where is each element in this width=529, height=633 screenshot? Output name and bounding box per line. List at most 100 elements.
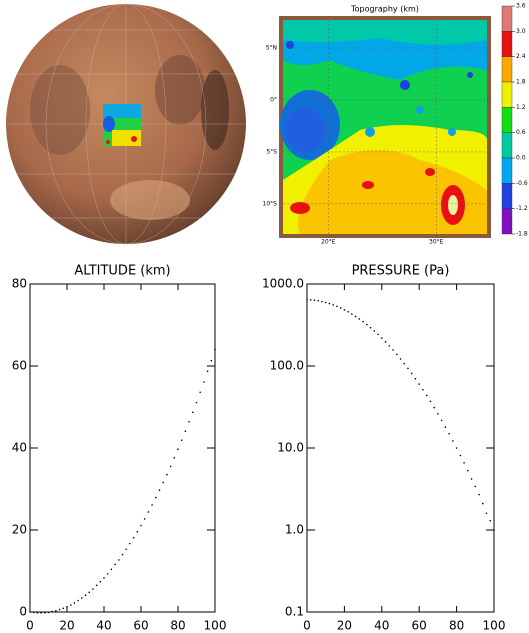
colorbar-swatch [501, 31, 513, 57]
data-point [399, 358, 402, 360]
data-point [410, 372, 413, 375]
data-point [36, 612, 39, 614]
data-point [77, 599, 79, 602]
data-point [40, 612, 42, 614]
data-point [425, 394, 428, 397]
data-point [132, 536, 135, 539]
colorbar-label: 0.0 [516, 155, 526, 162]
colorbar-label: 3.6 [516, 3, 526, 10]
data-point [440, 419, 443, 422]
data-point [463, 461, 465, 464]
data-point [332, 304, 334, 306]
data-point [384, 341, 387, 343]
data-point [62, 607, 65, 610]
data-point [195, 401, 198, 404]
data-point [324, 301, 327, 304]
data-point [369, 326, 372, 329]
data-point [88, 591, 90, 594]
data-point [169, 465, 172, 468]
data-point [51, 610, 53, 613]
data-point [433, 406, 435, 409]
colorbar-label: -1.8 [516, 231, 528, 238]
data-point [158, 489, 161, 492]
data-point [309, 298, 312, 301]
colorbar-label: 2.4 [516, 53, 526, 60]
data-point [474, 485, 477, 488]
plot-frame [29, 283, 216, 613]
data-point [317, 299, 320, 302]
data-point [481, 502, 484, 505]
data-point [478, 493, 480, 496]
colorbar-label: 0.6 [516, 129, 526, 136]
y-tick-label: 10.0 [277, 441, 304, 455]
data-point [84, 594, 87, 596]
data-point [336, 305, 338, 308]
map-title: Topography (km) [350, 5, 419, 14]
data-point [73, 602, 76, 604]
data-point [392, 349, 394, 351]
data-point [381, 337, 383, 339]
data-point [351, 313, 353, 315]
data-point [403, 362, 406, 365]
colorbar-label: -0.6 [516, 180, 528, 187]
data-point [429, 400, 432, 403]
y-tick-label: 20 [12, 523, 27, 537]
data-point [493, 529, 495, 531]
chart-title: ALTITUDE (km) [74, 264, 170, 279]
data-point [444, 426, 447, 428]
data-point [358, 318, 361, 320]
data-point [321, 300, 323, 303]
y-tick-label: 0° [270, 96, 277, 103]
x-tick-label: 20 [337, 619, 352, 633]
x-tick-label: 80 [449, 619, 464, 633]
data-point [184, 430, 187, 432]
data-point [151, 504, 153, 506]
chart-title: PRESSURE (Pa) [352, 264, 450, 279]
colorbar-swatch [501, 157, 513, 184]
data-point [110, 568, 113, 571]
data-point [455, 447, 458, 449]
colorbar-swatch [501, 56, 513, 83]
x-tick-label: 100 [204, 619, 227, 633]
plot-frame [306, 283, 495, 613]
y-tick-label: 0 [19, 605, 27, 619]
data-point [180, 439, 183, 442]
colorbar-swatch [501, 81, 513, 108]
y-tick-label: 40 [12, 441, 27, 455]
x-tick-label: 60 [133, 619, 148, 633]
x-tick-label: 80 [170, 619, 185, 633]
data-point [136, 530, 139, 533]
data-point [95, 584, 98, 587]
data-point [173, 457, 176, 459]
data-point [155, 496, 157, 499]
data-point [452, 440, 454, 442]
data-point [306, 298, 308, 301]
data-point [343, 309, 346, 311]
x-tick-label: 40 [374, 619, 389, 633]
data-point [210, 359, 213, 362]
data-point [459, 454, 462, 457]
data-point [188, 420, 190, 423]
data-point [162, 481, 164, 484]
data-point [373, 330, 376, 332]
data-point [125, 548, 127, 551]
topography-image [279, 16, 491, 238]
data-point [143, 518, 146, 520]
data-point [129, 542, 131, 545]
data-point [99, 580, 102, 583]
data-point [354, 315, 357, 318]
data-point [29, 611, 31, 613]
data-point [313, 299, 316, 301]
colorbar-swatch [501, 5, 513, 32]
data-point [44, 612, 46, 614]
data-point [58, 608, 61, 611]
data-point [422, 388, 424, 391]
data-point [418, 383, 421, 385]
data-point [339, 307, 342, 309]
y-tick-label: 80 [12, 277, 27, 291]
y-tick-label: 0.1 [285, 605, 304, 619]
data-point [140, 524, 142, 527]
data-point [347, 311, 349, 313]
y-tick-label: 5°S [266, 148, 277, 155]
